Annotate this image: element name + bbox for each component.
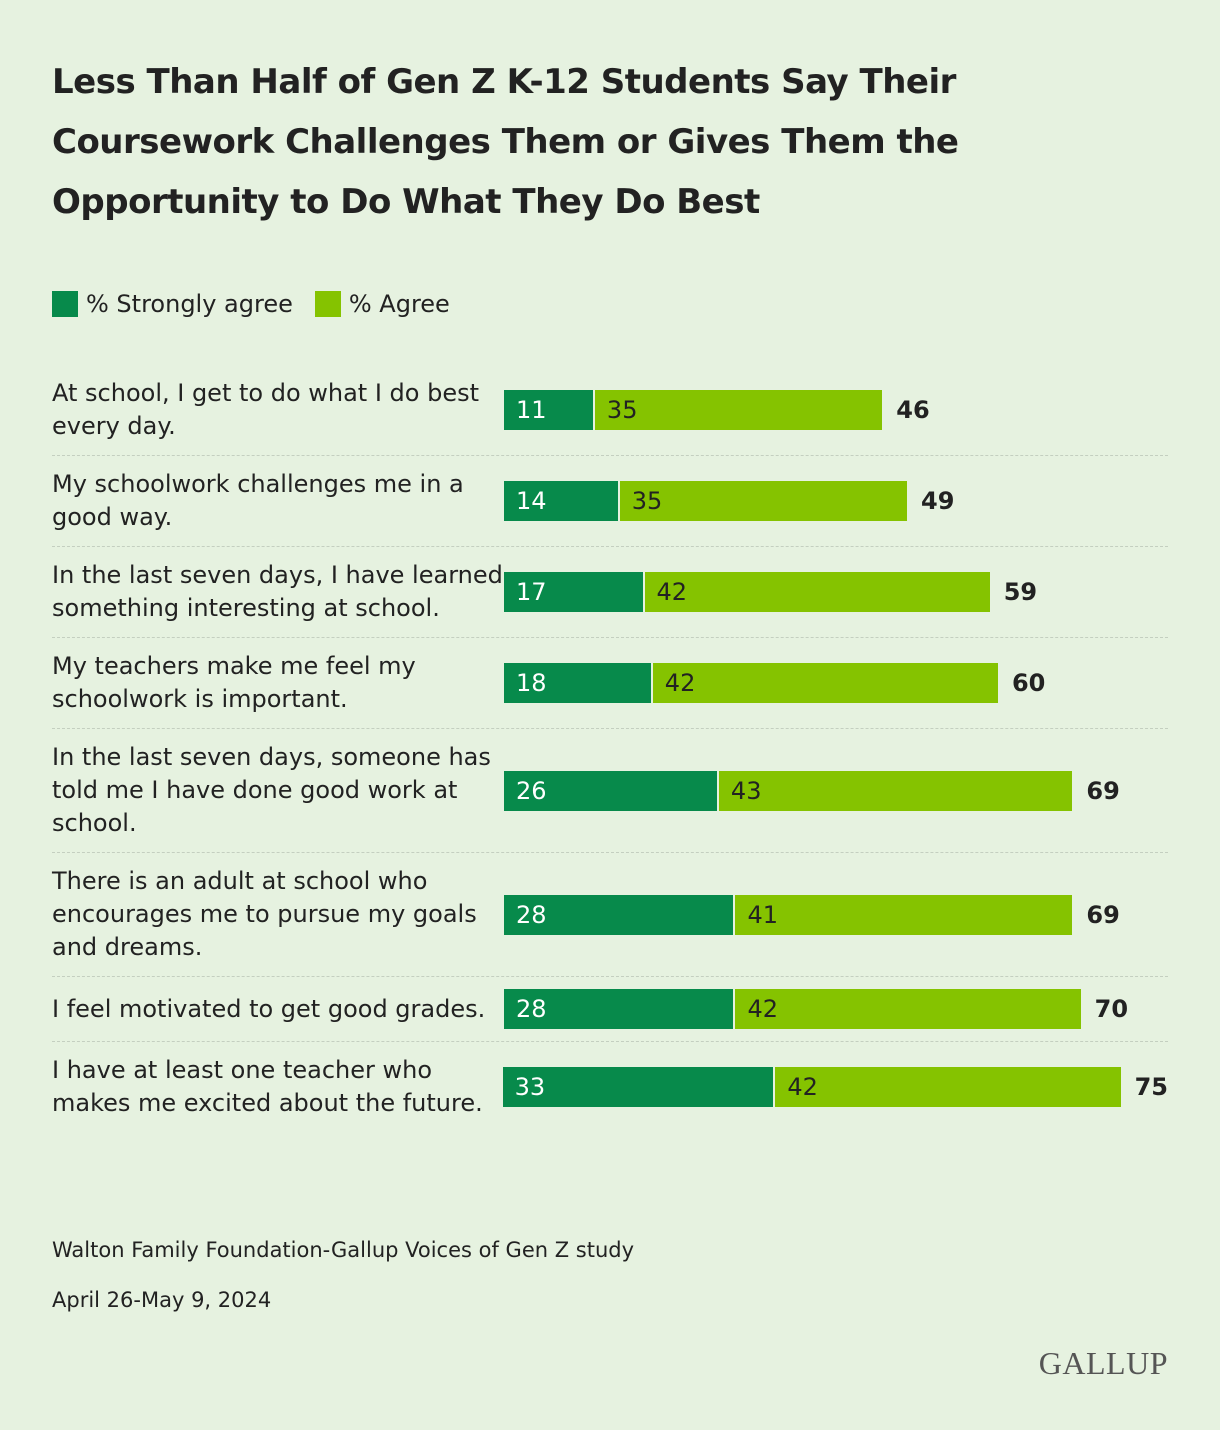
value-label: 28 [516, 995, 547, 1023]
value-label: 43 [730, 776, 762, 805]
value-label: 35 [606, 396, 638, 424]
total-label: 59 [1003, 578, 1038, 606]
value-label: 42 [656, 578, 688, 606]
legend-label: % Agree [348, 290, 450, 318]
bar: 42 [652, 663, 1000, 703]
bar: 43 [718, 770, 1075, 811]
bar: 41 [735, 894, 1075, 935]
bar-group: 26 43 69 [504, 770, 1120, 811]
total-label: 69 [1086, 900, 1120, 929]
bar: 35 [619, 481, 910, 521]
source: Walton Family Foundation-Gallup Voices o… [52, 1238, 635, 1262]
legend-label: % Strongly agree [86, 290, 293, 318]
legend: % Strongly agree % Agree [52, 290, 450, 318]
bar-group: 18 42 60 [504, 663, 1045, 703]
value-label: 26 [516, 776, 547, 805]
value-label: 35 [631, 487, 663, 515]
legend-swatch [52, 291, 78, 317]
chart-title: Less Than Half of Gen Z K-12 Students Sa… [52, 62, 959, 222]
value-label: 42 [787, 1073, 818, 1101]
value-label: 42 [747, 995, 778, 1023]
row: My schoolwork challenges me in a good wa… [52, 456, 1168, 547]
legend-item: % Strongly agree [52, 290, 293, 318]
bar-group: 33 42 75 [502, 1067, 1168, 1107]
value-label: 18 [516, 669, 547, 697]
value-label: 11 [516, 396, 547, 424]
row: My teachers make me feel my schoolwork i… [52, 638, 1168, 729]
row: I have at least one teacher who makes me… [52, 1042, 1168, 1132]
row: In the last seven days, someone has told… [52, 729, 1168, 853]
total-label: 70 [1094, 995, 1129, 1023]
category-label: I have at least one teacher who makes me… [52, 1056, 483, 1117]
category-label: I feel motivated to get good grades. [52, 994, 486, 1023]
legend-item: % Agree [314, 290, 450, 318]
bar-group: 28 42 70 [504, 989, 1128, 1029]
bar: 17 [504, 572, 645, 612]
bar: 33 [502, 1067, 776, 1107]
total-label: 75 [1134, 1073, 1168, 1101]
total-label: 46 [896, 396, 930, 424]
bar: 35 [594, 390, 885, 430]
value-label: 14 [516, 487, 547, 515]
bar: 14 [504, 481, 620, 521]
legend-swatch [314, 291, 341, 317]
row: I feel motivated to get good grades. 28 42… [52, 977, 1168, 1042]
value-label: 17 [516, 578, 547, 606]
category-label: In the last seven days, someone has told… [52, 743, 491, 837]
bar-group: 28 41 69 [504, 894, 1120, 935]
total-label: 60 [1011, 669, 1046, 697]
value-label: 28 [516, 900, 547, 929]
bar: 42 [735, 989, 1083, 1029]
bar: 11 [504, 390, 595, 430]
category-label: At school, I get to do what I do best ev… [52, 379, 480, 440]
category-label: My schoolwork challenges me in a good wa… [52, 470, 464, 531]
value-label: 41 [747, 900, 778, 929]
row: In the last seven days, I have learned s… [52, 547, 1168, 638]
bar: 42 [644, 572, 992, 612]
plot: At school, I get to do what I do best ev… [52, 365, 1168, 1132]
total-label: 49 [921, 487, 955, 515]
bar: 28 [504, 989, 736, 1029]
bar: 28 [504, 894, 736, 935]
bar: 26 [504, 770, 719, 811]
value-label: 33 [514, 1073, 546, 1101]
category-label: My teachers make me feel my schoolwork i… [52, 652, 416, 713]
date: April 26-May 9, 2024 [52, 1288, 272, 1312]
category-label: There is an adult at school who encourag… [52, 867, 477, 961]
value-label: 42 [664, 669, 696, 697]
bar: 42 [775, 1067, 1123, 1107]
row: At school, I get to do what I do best ev… [52, 365, 1168, 456]
bar-group: 17 42 59 [504, 572, 1037, 612]
total-label: 69 [1086, 776, 1120, 805]
row: There is an adult at school who encourag… [52, 853, 1168, 977]
bar: 18 [504, 663, 653, 703]
bar-group: 14 35 49 [504, 481, 954, 521]
category-label: In the last seven days, I have learned s… [52, 561, 503, 622]
bar-group: 11 35 46 [504, 390, 930, 430]
logo: GALLUP [1038, 1345, 1168, 1381]
